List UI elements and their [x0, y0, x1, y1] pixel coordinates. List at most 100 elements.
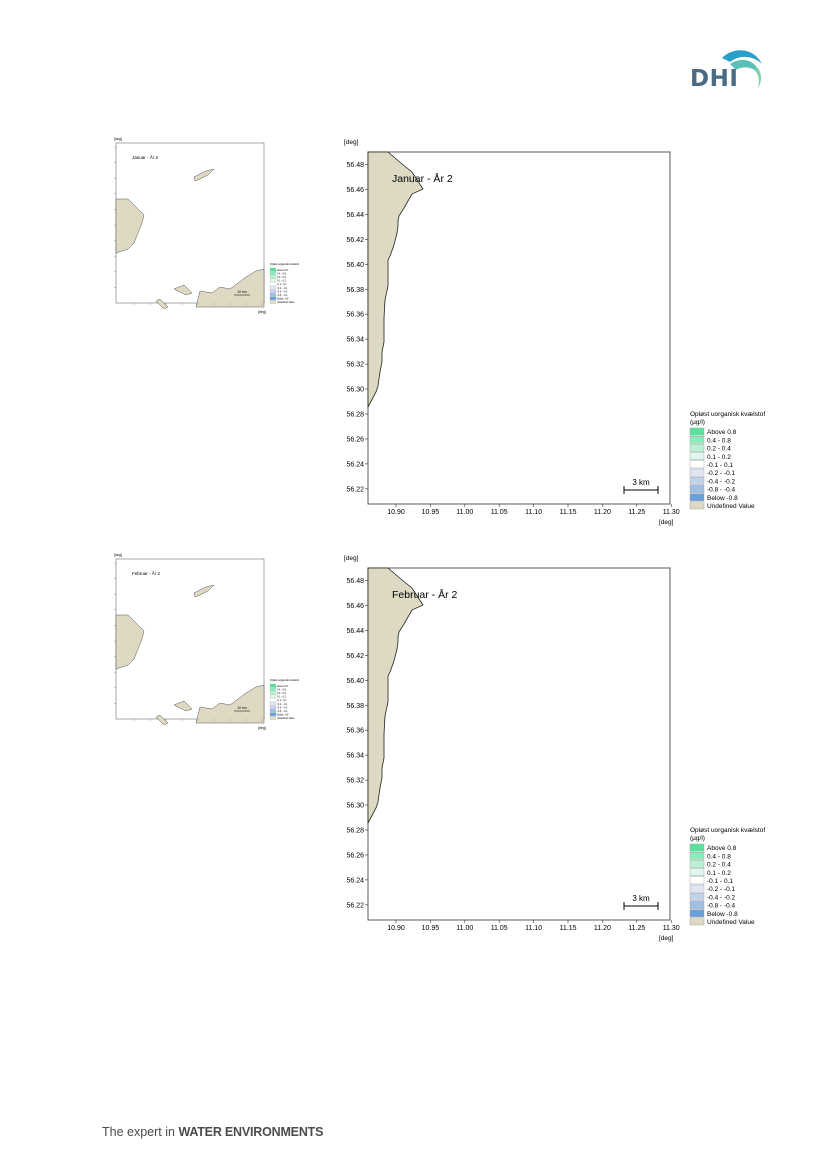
x-tick-label: 11.10 — [525, 925, 542, 932]
x-tick-label: 10.95 — [422, 925, 440, 932]
overview-scale-label: 10 km — [237, 706, 247, 710]
overview-island — [193, 584, 215, 598]
legend-swatch — [689, 477, 705, 485]
overview-legend-label: 0.2 - 0.4 — [277, 692, 286, 695]
legend-label: 0.4 - 0.8 — [707, 853, 731, 860]
y-tick-label: 56.44 — [346, 212, 364, 219]
y-tick-label: 56.38 — [346, 287, 364, 294]
scale-bar-label: 3 km — [632, 478, 650, 487]
legend-label: -0.4 - -0.2 — [707, 894, 736, 901]
overview-legend-swatch — [269, 289, 277, 293]
overview-legend-swatch — [269, 296, 277, 301]
legend-label: Undefined Value — [707, 919, 755, 926]
overview-title: Januar - År 2 — [132, 154, 159, 160]
overview-land-spit — [173, 284, 193, 296]
overview-land-east — [195, 268, 265, 308]
overview-legend-swatch — [269, 278, 277, 283]
x-tick-label: 11.10 — [525, 509, 542, 516]
y-tick-label: 56.22 — [346, 486, 364, 493]
overview-legend-swatch — [269, 712, 277, 717]
legend-label: Undefined Value — [707, 503, 755, 510]
legend-label: Above 0.8 — [707, 845, 737, 852]
y-tick-label: 56.30 — [346, 803, 364, 810]
land-area — [367, 567, 424, 824]
y-tick-label: 56.28 — [346, 828, 364, 835]
overview-legend-label: 0.4 - 0.8 — [277, 688, 286, 691]
legend-swatch — [689, 460, 705, 469]
legend-swatch — [689, 427, 705, 436]
legend-label: Above 0.8 — [707, 429, 737, 436]
x-tick-label: 11.30 — [663, 925, 680, 932]
overview-legend-label: Below -0.8 — [277, 298, 289, 301]
legend-label: -0.1 - 0.1 — [707, 462, 733, 469]
x-tick-label: 11.20 — [594, 509, 611, 516]
y-tick-label: 56.46 — [346, 603, 364, 610]
overview-legend-label: Above 0.8 — [277, 685, 288, 688]
y-tick-label: 56.42 — [346, 653, 364, 660]
overview-land-west — [115, 198, 145, 254]
overview-legend-title: Opløst uorganisk kvælstof — [270, 679, 299, 682]
overview-legend-swatch — [269, 267, 277, 272]
y-tick-label: 56.48 — [346, 162, 364, 169]
y-tick-label: 56.42 — [346, 237, 364, 244]
x-tick-label: 11.15 — [560, 925, 577, 932]
overview-legend-swatch — [269, 683, 277, 688]
legend-swatch — [689, 444, 705, 452]
y-tick-label: 56.46 — [346, 187, 364, 194]
legend-label: Below -0.8 — [707, 911, 738, 918]
x-tick-label: 11.00 — [456, 925, 473, 932]
land-area — [367, 151, 424, 408]
legend-label: -0.8 - -0.4 — [707, 487, 736, 494]
x-tick-label: 11.30 — [663, 509, 680, 516]
overview-legend-label: Above 0.8 — [277, 269, 288, 272]
overview-x-unit: [deg] — [258, 310, 266, 314]
legend-swatch — [689, 493, 705, 502]
overview-legend-label: 0.1 - 0.2 — [277, 696, 286, 699]
overview-land-islet — [155, 714, 169, 726]
legend-label: -0.4 - -0.2 — [707, 478, 736, 485]
legend-label: 0.4 - 0.8 — [707, 437, 731, 444]
y-tick-label: 56.38 — [346, 703, 364, 710]
legend-label: Below -0.8 — [707, 495, 738, 502]
y-tick-label: 56.32 — [346, 362, 364, 369]
overview-legend-label: Below -0.8 — [277, 714, 289, 717]
overview-legend-swatch — [269, 271, 277, 275]
legend-swatch — [689, 436, 705, 444]
legend-swatch — [689, 843, 705, 852]
overview-map-februar: [deg] Februar - År 2 [deg] 10 km Opløst uorg… — [114, 553, 299, 730]
legend-swatch — [689, 917, 705, 926]
y-tick-label: 56.24 — [346, 877, 364, 884]
legend-swatch — [689, 485, 705, 493]
y-tick-label: 56.44 — [346, 628, 364, 635]
legend-label: -0.8 - -0.4 — [707, 903, 736, 910]
legend-swatch — [689, 860, 705, 868]
x-tick-label: 11.15 — [560, 509, 577, 516]
legend-label: 0.1 - 0.2 — [707, 454, 731, 461]
legend-swatch — [689, 452, 705, 461]
y-tick-label: 56.36 — [346, 728, 364, 735]
legend-swatch — [689, 876, 705, 885]
y-tick-label: 56.22 — [346, 902, 364, 909]
overview-land-west — [115, 614, 145, 670]
x-axis-unit: [deg] — [659, 519, 674, 526]
overview-legend-label: 0.1 - 0.2 — [277, 280, 286, 283]
x-tick-label: 11.25 — [628, 925, 645, 932]
overview-legend-label: Undefined Value — [277, 301, 295, 304]
map-plot-area — [367, 151, 671, 505]
x-tick-label: 11.00 — [456, 509, 473, 516]
legend-label: -0.2 - -0.1 — [707, 470, 736, 477]
dhi-logo-wave-icon — [722, 50, 762, 88]
overview-legend-title: Opløst uorganisk kvælstof — [270, 263, 299, 266]
overview-legend-label: -0.2 - -0.1 — [277, 703, 288, 706]
scale-bar-label: 3 km — [632, 894, 650, 903]
overview-legend-swatch — [269, 285, 277, 290]
overview-land-spit — [173, 700, 193, 712]
y-axis-unit: [deg] — [344, 139, 359, 146]
overview-legend-swatch — [269, 716, 277, 720]
overview-legend-swatch — [269, 282, 277, 286]
overview-land-east — [195, 684, 265, 724]
legend-label: -0.2 - -0.1 — [707, 886, 736, 893]
overview-legend-label: 0.4 - 0.8 — [277, 272, 286, 275]
legend-swatch — [689, 884, 705, 893]
overview-y-unit: [deg] — [114, 137, 122, 141]
